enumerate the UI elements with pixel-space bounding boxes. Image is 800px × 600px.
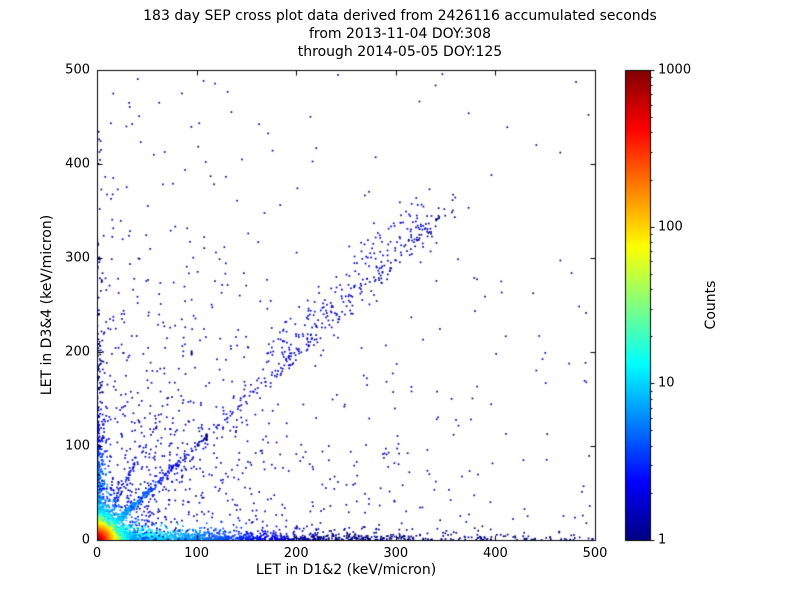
- colorbar-tick-label: 100: [658, 219, 683, 235]
- y-tick-label: 300: [65, 250, 90, 266]
- chart-title-block: 183 day SEP cross plot data derived from…: [0, 7, 800, 61]
- colorbar-tick-label: 1000: [658, 62, 692, 78]
- y-tick-label: 400: [65, 156, 90, 172]
- x-tick-label: 300: [383, 546, 409, 561]
- x-tick-label: 400: [482, 546, 508, 561]
- y-tick-label: 0: [81, 532, 90, 548]
- colorbar-label: Counts: [703, 280, 719, 330]
- chart-title-line3: through 2014-05-05 DOY:125: [297, 44, 503, 60]
- x-tick-label: 0: [92, 546, 102, 561]
- x-tick-label: 100: [184, 546, 210, 561]
- x-axis-label: LET in D1&2 (keV/micron): [255, 562, 437, 578]
- colorbar-tick-label: 10: [658, 375, 675, 391]
- x-tick-label: 200: [283, 546, 309, 561]
- y-tick-label: 500: [65, 62, 90, 78]
- chart-title-line1: 183 day SEP cross plot data derived from…: [143, 8, 657, 24]
- chart-title-line2: from 2013-11-04 DOY:308: [308, 26, 491, 42]
- colorbar-tick-label: 1: [658, 532, 667, 548]
- x-tick-label: 500: [582, 546, 608, 561]
- y-axis-label: LET in D3&4 (keV/micron): [39, 214, 55, 396]
- y-tick-label: 200: [65, 344, 90, 360]
- y-tick-label: 100: [65, 438, 90, 454]
